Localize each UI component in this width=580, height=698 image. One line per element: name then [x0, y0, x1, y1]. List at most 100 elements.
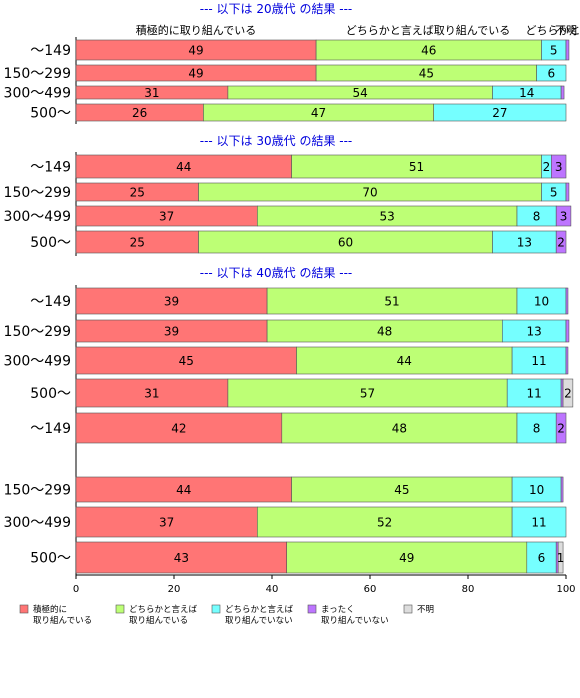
group-title: --- 以下は 30歳代 の結果 --- — [200, 134, 353, 148]
group-title: --- 以下は 20歳代 の結果 --- — [200, 2, 353, 16]
data-label: 51 — [409, 160, 424, 174]
legend-label: 取り組んでいない — [225, 615, 293, 626]
legend-swatch — [404, 605, 412, 613]
category-header-label: 不明 — [555, 24, 577, 37]
row-category-label: 500〜 — [30, 551, 71, 567]
data-label: 5 — [550, 186, 558, 200]
data-label: 11 — [527, 387, 542, 401]
data-label: 70 — [362, 186, 377, 200]
data-label: 13 — [517, 236, 532, 250]
legend-swatch — [308, 605, 316, 613]
x-tick-label: 100 — [556, 584, 575, 595]
legend-label: どちらかと言えば — [225, 604, 294, 615]
data-label: 47 — [311, 106, 326, 120]
x-tick-label: 40 — [266, 584, 279, 595]
row-category-label: 300〜499 — [4, 515, 71, 531]
data-label: 10 — [529, 483, 544, 497]
data-label: 25 — [130, 236, 145, 250]
row-category-label: 300〜499 — [4, 354, 71, 370]
data-label: 8 — [533, 422, 541, 436]
bar-segment — [561, 86, 564, 99]
row-category-label: 150〜299 — [4, 66, 71, 82]
data-label: 3 — [560, 210, 568, 224]
bar-segment — [566, 320, 569, 342]
data-label: 5 — [550, 44, 558, 58]
x-tick-label: 20 — [168, 584, 181, 595]
data-label: 60 — [338, 236, 353, 250]
data-label: 44 — [176, 160, 191, 174]
data-label: 11 — [531, 516, 546, 530]
bar-segment — [566, 40, 569, 60]
row-category-label: 500〜 — [30, 386, 71, 402]
data-label: 45 — [394, 483, 409, 497]
data-label: 49 — [188, 67, 203, 81]
x-tick-label: 0 — [73, 584, 79, 595]
data-label: 39 — [164, 325, 179, 339]
data-label: 8 — [533, 210, 541, 224]
data-label: 48 — [377, 325, 392, 339]
data-label: 42 — [171, 422, 186, 436]
legend-swatch — [116, 605, 124, 613]
data-label: 25 — [130, 186, 145, 200]
legend-label: まったく — [321, 605, 355, 615]
legend-item: どちらかと言えば取り組んでいる — [116, 604, 198, 626]
row-category-label: 150〜299 — [4, 483, 71, 499]
data-label: 2 — [557, 236, 565, 250]
data-label: 51 — [384, 295, 399, 309]
legend-label: どちらかと言えば — [129, 604, 198, 615]
data-label: 3 — [555, 160, 563, 174]
data-label: 2 — [557, 422, 565, 436]
category-header-label: どちらかと言えば取り組んでいる — [346, 24, 510, 37]
data-label: 49 — [399, 551, 414, 565]
row-category-label: 300〜499 — [4, 209, 71, 225]
data-label: 11 — [531, 354, 546, 368]
data-label: 37 — [159, 210, 174, 224]
data-label: 1 — [557, 551, 565, 565]
data-label: 39 — [164, 295, 179, 309]
x-tick-label: 60 — [364, 584, 377, 595]
bar-segment — [566, 183, 569, 201]
row-category-label: 〜149 — [30, 294, 71, 310]
bar-segment — [566, 347, 568, 374]
row-category-label: 500〜 — [30, 235, 71, 251]
data-label: 31 — [144, 387, 159, 401]
data-label: 52 — [377, 516, 392, 530]
legend-label: 不明 — [417, 605, 434, 615]
data-label: 44 — [176, 483, 191, 497]
bar-segment — [566, 288, 568, 314]
row-category-label: 150〜299 — [4, 324, 71, 340]
legend-swatch — [20, 605, 28, 613]
legend-label: 積極的に — [33, 604, 67, 615]
legend-swatch — [212, 605, 220, 613]
data-label: 26 — [132, 106, 147, 120]
row-category-label: 〜149 — [30, 421, 71, 437]
row-category-label: 〜149 — [30, 160, 71, 176]
data-label: 43 — [174, 551, 189, 565]
data-label: 6 — [538, 551, 546, 565]
data-label: 14 — [519, 86, 534, 100]
legend-label: 取り組んでいる — [129, 615, 188, 626]
data-label: 2 — [543, 160, 551, 174]
legend-label: 取り組んでいない — [321, 615, 389, 626]
row-category-label: 300〜499 — [4, 86, 71, 102]
data-label: 45 — [419, 67, 434, 81]
data-label: 13 — [527, 325, 542, 339]
data-label: 10 — [534, 295, 549, 309]
data-label: 6 — [547, 67, 555, 81]
data-label: 37 — [159, 516, 174, 530]
data-label: 45 — [179, 354, 194, 368]
legend-item: 積極的に取り組んでいる — [20, 604, 92, 626]
data-label: 54 — [353, 86, 368, 100]
x-tick-label: 80 — [462, 584, 475, 595]
row-category-label: 〜149 — [30, 43, 71, 59]
data-label: 48 — [392, 422, 407, 436]
data-label: 53 — [380, 210, 395, 224]
legend-label: 取り組んでいる — [33, 615, 92, 626]
legend-item: 不明 — [404, 605, 434, 615]
data-label: 2 — [564, 387, 572, 401]
data-label: 49 — [188, 44, 203, 58]
data-label: 44 — [397, 354, 412, 368]
